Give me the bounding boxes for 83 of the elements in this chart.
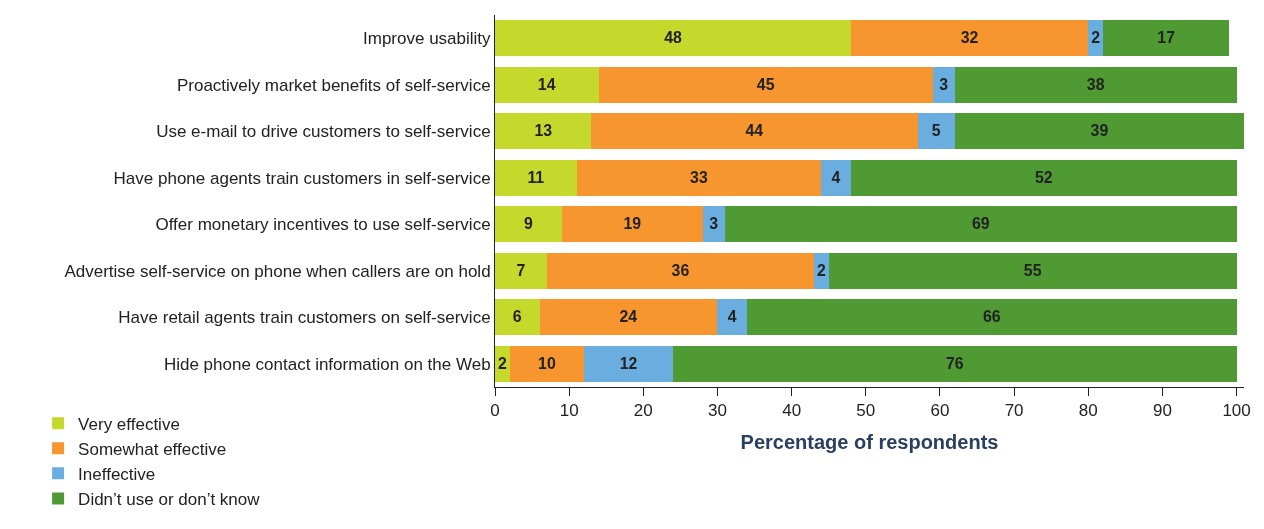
bar — [717, 299, 748, 336]
data-label: 36 — [671, 261, 690, 279]
bar — [598, 66, 933, 103]
bar — [1103, 20, 1230, 57]
bar — [724, 206, 1237, 243]
bar — [495, 113, 592, 150]
legend-label: Ineffective — [78, 464, 156, 484]
y-tick-label: Advertise self-service on phone when callers are on hold — [64, 261, 491, 281]
bar — [495, 20, 851, 57]
x-tick-label: 10 — [559, 401, 579, 421]
data-label: 3 — [939, 75, 949, 93]
bar — [495, 252, 547, 289]
data-label: 11 — [527, 168, 545, 186]
data-label: 38 — [1086, 75, 1105, 93]
y-tick-label: Hide phone contact information on the Web — [163, 354, 491, 374]
bar — [850, 20, 1089, 57]
data-label: 12 — [619, 354, 638, 372]
bar — [539, 299, 718, 336]
x-axis-title: Percentage of respondents — [740, 430, 999, 453]
data-label: 24 — [619, 308, 638, 326]
y-tick-label: Have phone agents train customers in self-service — [113, 168, 491, 188]
data-label: 2 — [1091, 29, 1101, 47]
data-label: 2 — [816, 261, 826, 279]
data-label: 6 — [512, 308, 522, 326]
data-label: 33 — [690, 168, 708, 186]
x-tick-label: 50 — [856, 401, 876, 421]
x-tick-label: 80 — [1078, 401, 1098, 421]
data-label: 66 — [983, 308, 1001, 326]
data-label: 2 — [498, 354, 508, 372]
bar — [495, 159, 577, 196]
bar — [495, 66, 599, 103]
data-label: 44 — [745, 122, 764, 140]
bar — [546, 252, 814, 289]
data-label: 69 — [971, 215, 990, 233]
bar — [576, 159, 822, 196]
legend-label: Somewhat effective — [78, 439, 227, 459]
y-tick-label: Offer monetary incentives to use self-service — [155, 215, 491, 235]
bar — [747, 299, 1237, 336]
data-label: 10 — [538, 354, 556, 372]
data-label: 4 — [831, 168, 841, 186]
data-label: 5 — [931, 122, 941, 140]
bar — [495, 206, 562, 243]
data-label: 55 — [1023, 261, 1042, 279]
data-label: 13 — [534, 122, 553, 140]
bar — [954, 66, 1237, 103]
y-tick-label: Have retail agents train customers on self-service — [118, 308, 491, 328]
bar — [495, 299, 540, 336]
data-label: 32 — [960, 29, 979, 47]
data-label: 9 — [523, 215, 533, 233]
bar — [828, 252, 1237, 289]
bar — [917, 113, 955, 150]
y-tick-label: Use e-mail to drive customers to self-service — [156, 122, 491, 142]
data-label: 48 — [664, 29, 682, 47]
x-tick-label: 60 — [930, 401, 950, 421]
bar — [561, 206, 703, 243]
data-label: 76 — [945, 354, 964, 372]
x-tick-label: 70 — [1004, 401, 1024, 421]
data-label: 7 — [516, 261, 526, 279]
legend-label: Didn’t use or don’t know — [78, 490, 261, 510]
bar — [591, 113, 918, 150]
data-label: 3 — [709, 215, 719, 233]
y-tick-label: Proactively market benefits of self-service — [176, 75, 491, 95]
data-label: 17 — [1157, 29, 1176, 47]
bar — [850, 159, 1237, 196]
x-tick-label: 100 — [1222, 401, 1251, 421]
bar — [509, 345, 584, 382]
bar — [672, 345, 1237, 382]
x-tick-label: 30 — [708, 401, 727, 421]
bar — [583, 345, 673, 382]
data-label: 45 — [756, 75, 775, 93]
y-tick-label: Improve usability — [363, 29, 492, 49]
data-label: 39 — [1090, 122, 1109, 140]
x-tick-label: 20 — [633, 401, 653, 421]
bar — [954, 113, 1244, 150]
x-tick-label: 90 — [1152, 401, 1172, 421]
data-label: 4 — [727, 308, 737, 326]
x-tick-label: 40 — [782, 401, 802, 421]
data-label: 14 — [537, 75, 556, 93]
bar — [821, 159, 851, 196]
x-tick-label: 0 — [490, 401, 500, 421]
data-label: 52 — [1034, 168, 1053, 186]
legend-label: Very effective — [78, 414, 180, 434]
data-label: 19 — [623, 215, 642, 233]
